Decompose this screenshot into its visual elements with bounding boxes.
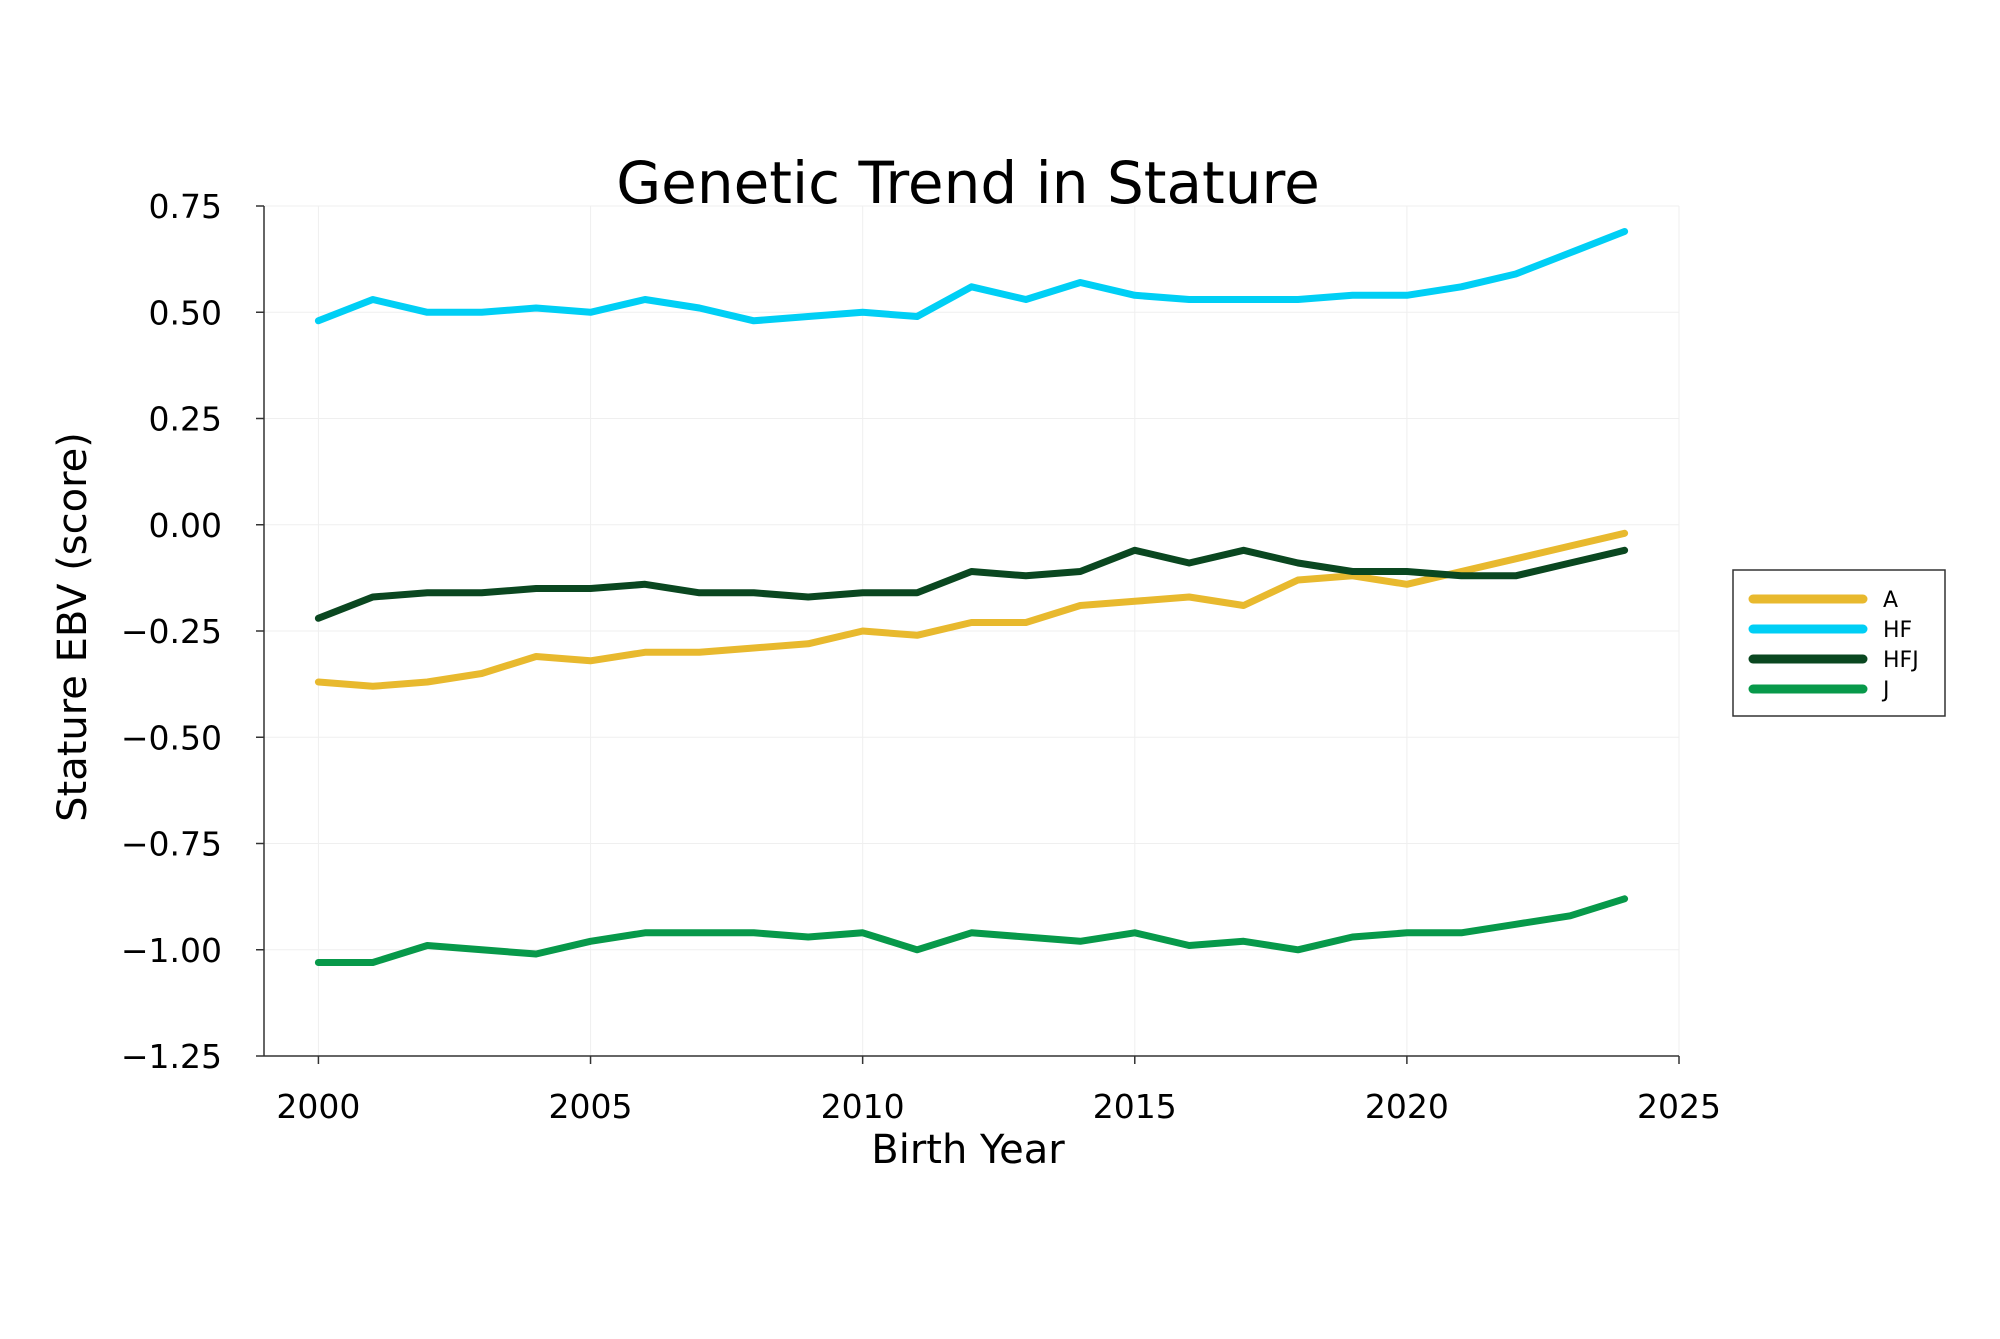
x-tick-label: 2005 xyxy=(549,1087,633,1126)
y-tick-label: −1.25 xyxy=(121,1037,222,1076)
y-tick-label: 0.00 xyxy=(149,506,222,545)
x-tick-label: 2020 xyxy=(1365,1087,1449,1126)
y-tick-label: 0.50 xyxy=(149,293,222,332)
y-tick-label: −0.75 xyxy=(121,825,222,864)
x-tick-label: 2015 xyxy=(1093,1087,1177,1126)
series-line-j xyxy=(314,895,1629,966)
chart-title: Genetic Trend in Stature xyxy=(616,149,1320,217)
series-line-a xyxy=(314,529,1629,690)
tick-labels: 2000 2005 2010 2015 2020 2025 0.75 0.50 0.25 0.00… xyxy=(121,187,1721,1126)
y-tick-label: −0.25 xyxy=(121,612,222,651)
y-tick-label: −0.50 xyxy=(121,718,222,757)
x-tick-label: 2010 xyxy=(821,1087,905,1126)
legend-label-j: J xyxy=(1881,678,1890,703)
legend: A HF HFJ J xyxy=(1732,569,1946,717)
x-tick-label: 2000 xyxy=(276,1087,360,1126)
legend-label-hfj: HFJ xyxy=(1883,648,1919,673)
grid xyxy=(264,205,1680,1057)
y-tick-label: 0.25 xyxy=(149,400,222,439)
x-tick-label: 2025 xyxy=(1637,1087,1721,1126)
y-tick-label: −1.00 xyxy=(121,931,222,970)
axes xyxy=(256,205,1680,1064)
legend-label-hf: HF xyxy=(1883,618,1912,643)
x-axis-label: Birth Year xyxy=(871,1127,1065,1173)
series-line-hf xyxy=(314,228,1629,325)
y-tick-label: 0.75 xyxy=(149,187,222,226)
series-lines xyxy=(314,228,1629,966)
legend-box xyxy=(1732,569,1946,717)
series-line-hfj xyxy=(314,546,1629,622)
legend-label-a: A xyxy=(1883,588,1898,613)
y-axis-label: Stature EBV (score) xyxy=(50,432,96,822)
